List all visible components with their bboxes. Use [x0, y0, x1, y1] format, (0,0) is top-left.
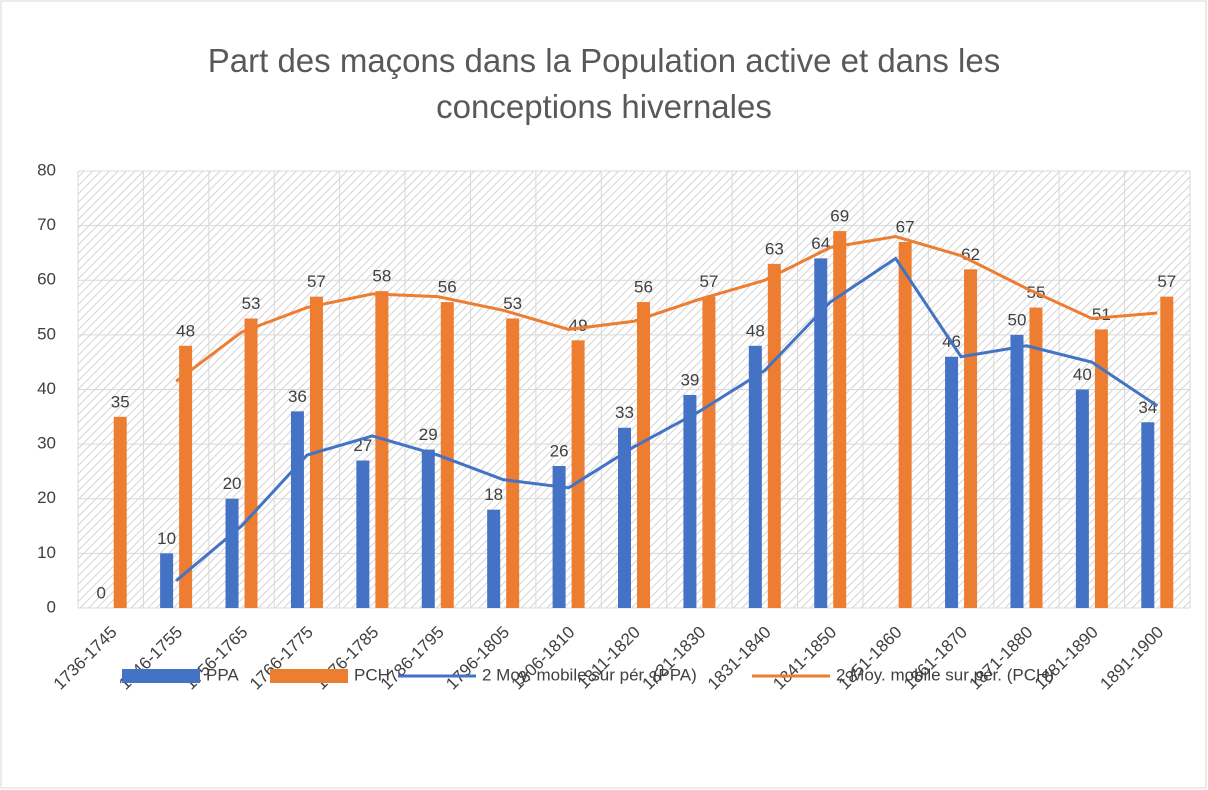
data-label: 36 — [288, 387, 307, 406]
y-tick-label: 70 — [37, 215, 56, 234]
legend-swatch — [270, 669, 348, 683]
y-tick-label: 60 — [37, 270, 56, 289]
bar — [767, 263, 781, 608]
bar — [244, 318, 258, 608]
bar — [945, 356, 959, 608]
y-tick-label: 50 — [37, 324, 56, 343]
legend-label: PPA — [206, 665, 239, 684]
bar — [113, 416, 127, 608]
bar — [290, 411, 304, 608]
data-label: 56 — [634, 278, 653, 297]
y-tick-label: 0 — [47, 597, 56, 616]
bar — [637, 302, 650, 608]
bar — [964, 269, 978, 608]
chart-title: Part des maçons dans la Population activ… — [207, 42, 1001, 125]
bar — [1029, 307, 1043, 608]
bar — [375, 291, 389, 608]
bar — [356, 460, 370, 608]
bar — [702, 296, 716, 608]
data-label: 50 — [1008, 310, 1027, 329]
data-label: 26 — [550, 441, 569, 460]
data-label: 64 — [811, 234, 830, 253]
data-label: 63 — [765, 239, 784, 258]
legend-swatch — [122, 669, 200, 683]
bar — [571, 340, 585, 608]
legend-label: 2 Moy. mobile sur pér. (PCH) — [836, 665, 1054, 684]
data-label: 51 — [1092, 305, 1111, 324]
data-label: 57 — [307, 272, 326, 291]
bar — [440, 302, 454, 608]
bar — [225, 498, 239, 608]
data-label: 18 — [484, 485, 503, 504]
moving-average-line — [175, 235, 1158, 383]
y-tick-label: 40 — [37, 379, 56, 398]
bar — [160, 553, 174, 608]
bar — [1141, 422, 1155, 608]
legend-label: PCH — [354, 665, 390, 684]
bar — [552, 465, 566, 608]
y-tick-label: 10 — [37, 543, 56, 562]
bar — [487, 509, 501, 608]
data-label: 58 — [372, 267, 391, 286]
data-label: 48 — [746, 321, 765, 340]
data-label: 39 — [680, 370, 699, 389]
bar — [506, 318, 520, 608]
data-label: 35 — [111, 392, 130, 411]
y-tick-label: 80 — [37, 160, 56, 179]
data-label: 10 — [157, 529, 176, 548]
bar — [1075, 389, 1089, 608]
data-label: 20 — [223, 474, 242, 493]
y-tick-label: 20 — [37, 488, 56, 507]
bar — [898, 242, 912, 608]
bar — [814, 258, 828, 608]
data-label: 57 — [699, 272, 718, 291]
data-label: 69 — [830, 207, 849, 226]
data-label: 57 — [1157, 272, 1176, 291]
bar — [1010, 334, 1024, 608]
bar — [1160, 296, 1174, 608]
bar — [179, 345, 193, 608]
data-label: 29 — [419, 425, 438, 444]
legend-label: 2 Moy. mobile sur pér. (PPA) — [482, 665, 697, 684]
data-label: 67 — [896, 217, 915, 236]
data-label: 56 — [438, 278, 457, 297]
bar — [833, 231, 847, 608]
data-label: 53 — [242, 294, 261, 313]
bar — [421, 449, 435, 608]
bar — [618, 427, 631, 608]
bar — [1094, 329, 1108, 608]
bar — [748, 345, 762, 608]
data-label: 33 — [615, 403, 634, 422]
y-tick-label: 30 — [37, 434, 56, 453]
data-label: 53 — [503, 294, 522, 313]
bar — [683, 394, 697, 608]
data-label: 48 — [176, 321, 195, 340]
moving-average-line — [175, 256, 1159, 582]
data-label: 49 — [569, 316, 588, 335]
data-label: 40 — [1073, 365, 1092, 384]
data-label: 0 — [96, 583, 105, 602]
